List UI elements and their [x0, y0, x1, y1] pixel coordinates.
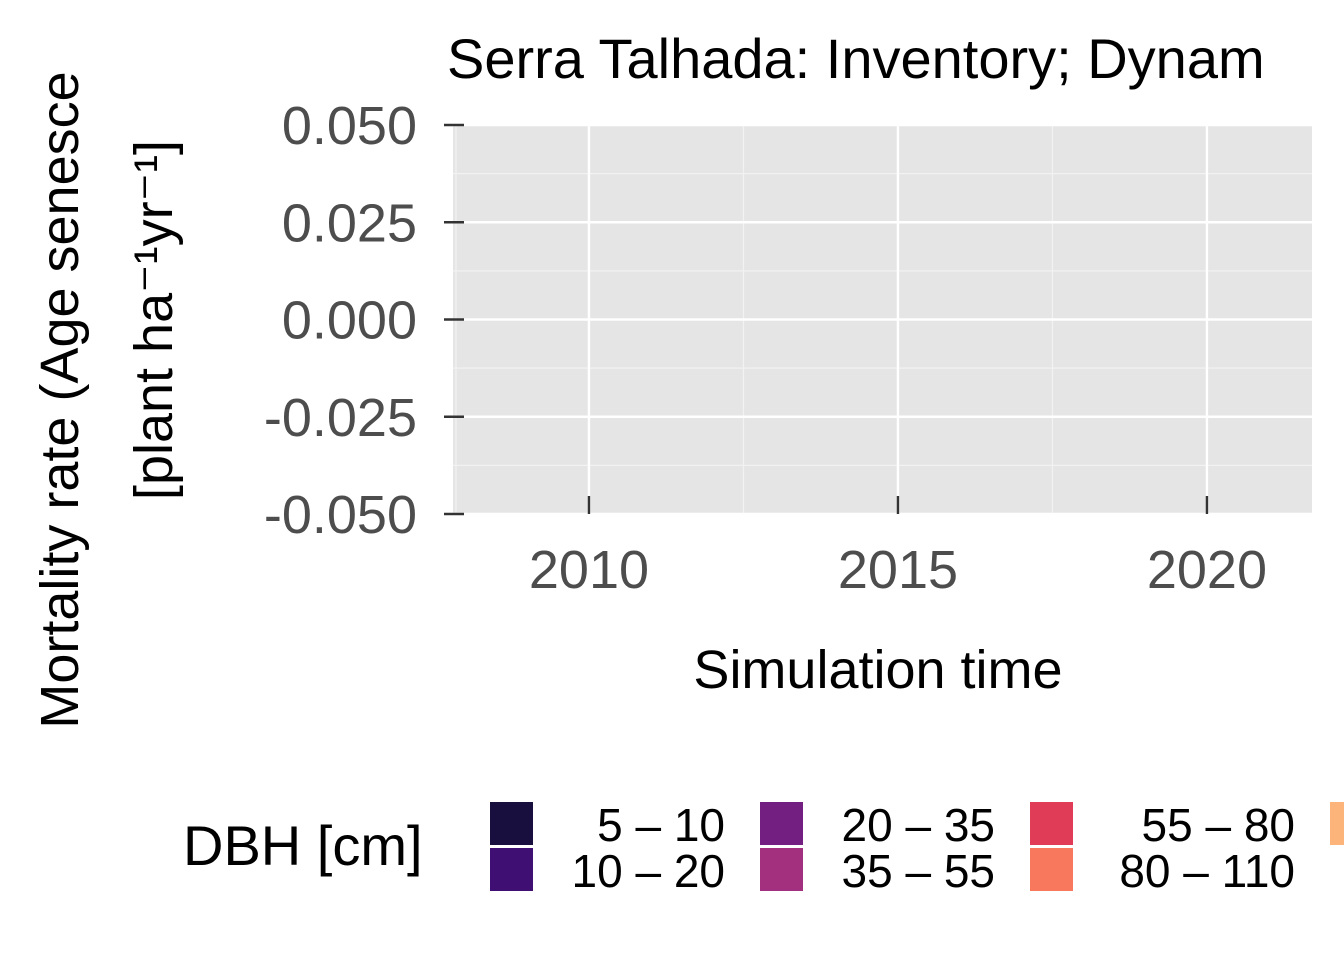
- legend-label: 10 – 20: [572, 845, 725, 897]
- legend-key: [758, 800, 805, 847]
- y-tick-label: -0.050: [264, 485, 417, 545]
- legend-label: 35 – 55: [842, 845, 995, 897]
- y-axis-title-group: Mortality rate (Age senesce: [30, 71, 90, 728]
- legend-key: [1028, 800, 1075, 847]
- x-axis-title: Simulation time: [693, 640, 1062, 700]
- x-tick-label: 2015: [838, 540, 958, 600]
- y-tick-label: 0.000: [282, 291, 417, 351]
- chart-title: Serra Talhada: Inventory; Dynam: [447, 27, 1265, 90]
- legend-label: 20 – 35: [842, 799, 995, 851]
- x-axis: 2010 2015 2020: [529, 496, 1267, 600]
- x-tick-label: 2020: [1147, 540, 1267, 600]
- legend-label: 55 – 80: [1142, 799, 1295, 851]
- y-axis-unit: [plant ha⁻¹yr⁻¹]: [124, 140, 184, 500]
- legend-key: [488, 846, 535, 893]
- y-tick-label: 0.050: [282, 96, 417, 156]
- y-tick-label: 0.025: [282, 193, 417, 253]
- y-axis-title: Mortality rate (Age senesce: [30, 71, 90, 728]
- legend-label: 5 – 10: [597, 799, 725, 851]
- legend-key: [758, 846, 805, 893]
- major-gridlines: [453, 123, 1312, 516]
- legend-key: [1328, 800, 1344, 847]
- legend-key: [1028, 846, 1075, 893]
- x-tick-label: 2010: [529, 540, 649, 600]
- legend-key: [488, 800, 535, 847]
- legend-label: 80 – 110: [1119, 845, 1295, 897]
- legend-title: DBH [cm]: [183, 814, 423, 877]
- y-axis-unit-group: [plant ha⁻¹yr⁻¹]: [124, 140, 184, 500]
- y-axis: 0.050 0.025 0.000 -0.025 -0.050: [264, 96, 464, 545]
- y-tick-label: -0.025: [264, 388, 417, 448]
